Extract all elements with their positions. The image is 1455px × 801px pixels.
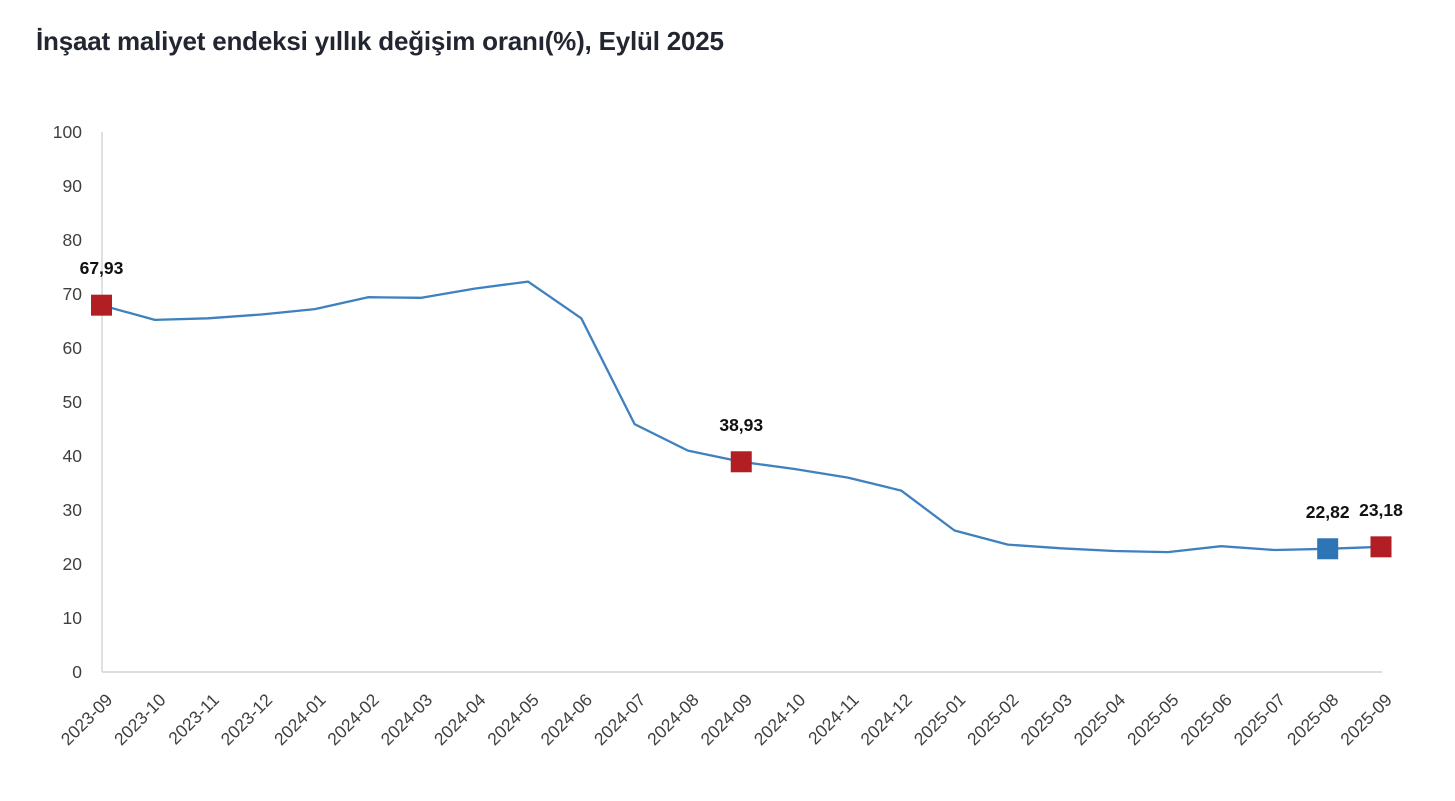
y-tick-label: 80: [63, 230, 83, 250]
y-tick-label: 30: [63, 500, 83, 520]
y-tick-label: 50: [63, 392, 83, 412]
chart-title: İnşaat maliyet endeksi yıllık değişim or…: [36, 26, 724, 56]
y-tick-label: 0: [72, 662, 82, 682]
x-tick-label: 2024-10: [750, 690, 810, 750]
x-tick-label: 2024-04: [430, 690, 490, 750]
x-tick-label: 2025-06: [1176, 690, 1236, 750]
x-tick-label: 2024-03: [377, 690, 437, 750]
y-tick-label: 40: [63, 446, 83, 466]
x-tick-label: 2025-07: [1230, 690, 1290, 750]
data-label: 38,93: [719, 415, 763, 435]
x-tick-label: 2025-01: [910, 690, 970, 750]
x-tick-label: 2025-04: [1070, 690, 1130, 750]
x-tick-label: 2024-11: [804, 690, 863, 749]
x-tick-label: 2024-06: [537, 690, 597, 750]
x-tick-label: 2024-07: [590, 690, 650, 750]
data-marker: [1370, 536, 1392, 558]
x-tick-label: 2023-11: [164, 690, 223, 749]
data-marker: [91, 294, 112, 316]
x-tick-label: 2025-03: [1016, 690, 1076, 750]
x-tick-label: 2024-01: [270, 690, 330, 750]
x-tick-label: 2025-02: [963, 690, 1023, 750]
y-tick-label: 100: [53, 122, 82, 142]
y-tick-label: 10: [63, 608, 83, 628]
x-tick-label: 2025-05: [1123, 690, 1183, 750]
data-label: 67,93: [80, 258, 124, 278]
x-tick-label: 2023-10: [110, 690, 170, 750]
y-tick-label: 70: [63, 284, 83, 304]
x-tick-label: 2024-02: [323, 690, 383, 750]
x-tick-label: 2024-12: [856, 690, 916, 750]
data-label: 22,82: [1306, 502, 1350, 522]
x-tick-label: 2025-09: [1336, 690, 1396, 750]
y-tick-label: 90: [63, 176, 83, 196]
x-tick-label: 2025-08: [1283, 690, 1343, 750]
x-tick-label: 2023-09: [57, 690, 117, 750]
x-tick-label: 2023-12: [217, 690, 277, 750]
data-label: 23,18: [1359, 500, 1403, 520]
x-tick-label: 2024-05: [483, 690, 543, 750]
x-tick-label: 2024-08: [643, 690, 703, 750]
y-tick-label: 20: [63, 554, 83, 574]
x-tick-label: 2024-09: [697, 690, 757, 750]
y-tick-label: 60: [63, 338, 83, 358]
data-marker: [1317, 538, 1339, 560]
data-marker: [730, 451, 752, 473]
